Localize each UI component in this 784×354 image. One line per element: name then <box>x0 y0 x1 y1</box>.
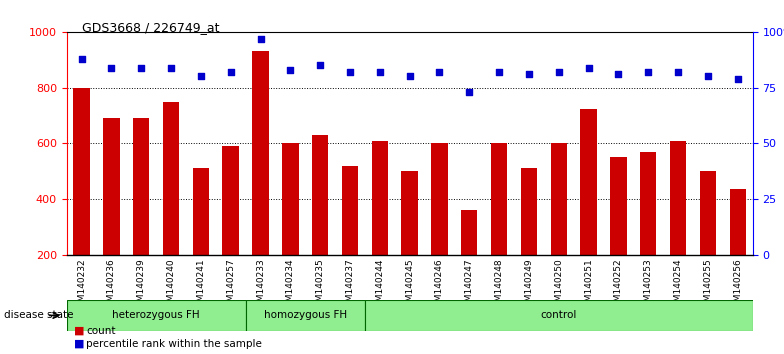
Point <box>284 67 296 73</box>
Bar <box>133 118 150 311</box>
Point <box>612 72 625 77</box>
Text: percentile rank within the sample: percentile rank within the sample <box>86 339 262 349</box>
Text: homozygous FH: homozygous FH <box>263 310 347 320</box>
Bar <box>640 152 656 311</box>
Point <box>702 74 714 79</box>
Text: ■: ■ <box>74 339 85 349</box>
Bar <box>372 141 388 311</box>
Point <box>731 76 744 81</box>
Point <box>194 74 207 79</box>
Point <box>553 69 565 75</box>
Bar <box>431 143 448 311</box>
Point <box>672 69 684 75</box>
Text: GSM140240: GSM140240 <box>166 258 176 313</box>
Text: GSM140255: GSM140255 <box>703 258 713 313</box>
Bar <box>342 166 358 311</box>
Point <box>75 56 88 62</box>
Text: control: control <box>541 310 577 320</box>
Text: ■: ■ <box>74 326 85 336</box>
Point <box>434 69 446 75</box>
Point <box>105 65 118 70</box>
Point <box>224 69 237 75</box>
Text: GSM140233: GSM140233 <box>256 258 265 313</box>
Bar <box>223 146 239 311</box>
Bar <box>491 143 507 311</box>
Text: GSM140252: GSM140252 <box>614 258 623 313</box>
Bar <box>580 109 597 311</box>
Bar <box>550 143 567 311</box>
Point <box>523 72 535 77</box>
Text: GSM140246: GSM140246 <box>435 258 444 313</box>
Bar <box>312 135 328 311</box>
Bar <box>521 169 537 311</box>
Text: GSM140254: GSM140254 <box>673 258 683 313</box>
Bar <box>193 169 209 311</box>
Point <box>463 89 476 95</box>
Text: GSM140234: GSM140234 <box>286 258 295 313</box>
Bar <box>365 300 753 331</box>
Text: disease state: disease state <box>4 310 74 320</box>
Point <box>642 69 655 75</box>
Text: GSM140244: GSM140244 <box>376 258 384 313</box>
Text: GSM140232: GSM140232 <box>77 258 86 313</box>
Text: count: count <box>86 326 116 336</box>
Point <box>343 69 356 75</box>
Bar <box>245 300 365 331</box>
Bar <box>670 141 686 311</box>
Bar <box>74 88 89 311</box>
Bar <box>103 118 120 311</box>
Text: GSM140249: GSM140249 <box>524 258 533 313</box>
Text: GSM140256: GSM140256 <box>733 258 742 313</box>
Bar <box>401 171 418 311</box>
Point <box>165 65 177 70</box>
Bar <box>252 51 269 311</box>
Bar <box>282 143 299 311</box>
Text: GSM140257: GSM140257 <box>226 258 235 313</box>
Bar <box>163 102 180 311</box>
Point <box>314 62 326 68</box>
Point <box>135 65 147 70</box>
Point <box>583 65 595 70</box>
Text: GSM140247: GSM140247 <box>465 258 474 313</box>
Bar <box>610 157 626 311</box>
Text: GSM140250: GSM140250 <box>554 258 563 313</box>
Text: GSM140248: GSM140248 <box>495 258 503 313</box>
Text: heterozygous FH: heterozygous FH <box>112 310 200 320</box>
Text: GSM140235: GSM140235 <box>316 258 325 313</box>
Point <box>403 74 416 79</box>
Text: GSM140236: GSM140236 <box>107 258 116 313</box>
Bar <box>699 171 716 311</box>
Text: GSM140251: GSM140251 <box>584 258 593 313</box>
Point <box>493 69 506 75</box>
Point <box>254 36 267 41</box>
Text: GSM140245: GSM140245 <box>405 258 414 313</box>
Text: GDS3668 / 226749_at: GDS3668 / 226749_at <box>82 21 220 34</box>
Bar <box>461 210 477 311</box>
Text: GSM140237: GSM140237 <box>346 258 354 313</box>
Text: GSM140241: GSM140241 <box>196 258 205 313</box>
Point <box>373 69 386 75</box>
Bar <box>730 189 746 311</box>
Text: GSM140253: GSM140253 <box>644 258 653 313</box>
Bar <box>67 300 245 331</box>
Text: GSM140239: GSM140239 <box>136 258 146 313</box>
